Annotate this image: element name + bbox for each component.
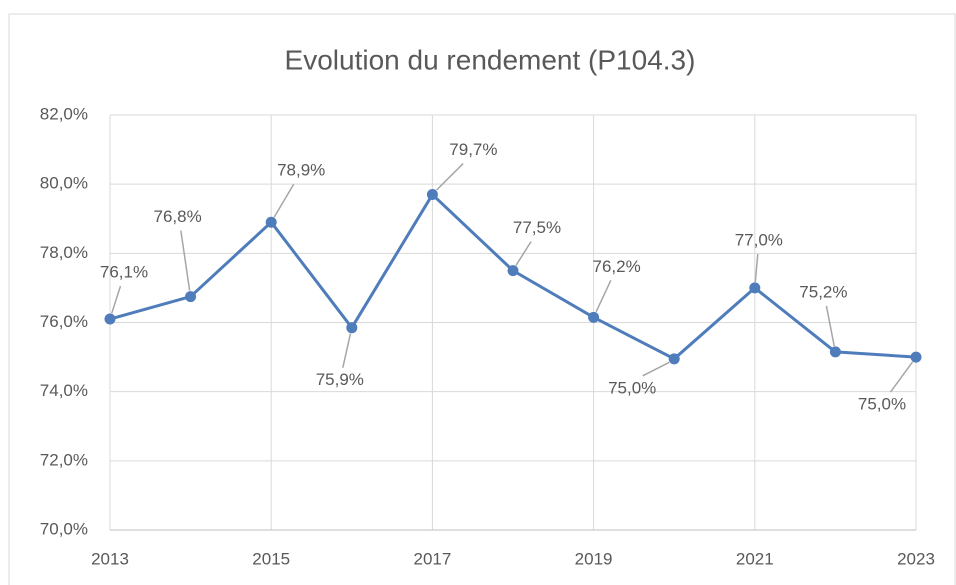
leader-line	[889, 361, 914, 393]
y-tick-label: 78,0%	[40, 243, 88, 262]
data-label: 77,0%	[735, 230, 783, 249]
data-label: 78,9%	[277, 161, 325, 180]
chart-title: Evolution du rendement (P104.3)	[285, 44, 696, 75]
x-tick-label: 2015	[252, 549, 290, 568]
data-point	[185, 291, 197, 303]
leader-line	[273, 183, 295, 218]
x-tick-label: 2013	[91, 549, 129, 568]
data-point	[910, 351, 922, 363]
data-label: 75,2%	[799, 282, 847, 301]
leader-line	[825, 305, 835, 347]
leader-line	[180, 230, 191, 291]
leader-line	[515, 241, 532, 266]
data-label: 75,0%	[608, 378, 656, 397]
leader-line	[595, 279, 612, 313]
data-label: 76,1%	[100, 263, 148, 282]
data-label: 75,9%	[316, 370, 364, 389]
y-tick-label: 80,0%	[40, 174, 88, 193]
leader-line	[435, 163, 464, 191]
data-point	[668, 353, 680, 365]
data-point	[265, 216, 277, 228]
data-label: 76,2%	[592, 257, 640, 276]
data-point	[426, 189, 438, 201]
data-label: 76,8%	[153, 207, 201, 226]
data-point	[829, 346, 841, 358]
data-point	[507, 265, 519, 277]
x-tick-label: 2021	[736, 549, 774, 568]
data-point	[588, 311, 600, 323]
x-tick-label: 2019	[575, 549, 613, 568]
x-tick-label: 2023	[897, 549, 935, 568]
leader-line	[754, 253, 759, 283]
chart-frame	[8, 13, 956, 585]
data-point	[749, 282, 761, 294]
data-label: 79,7%	[449, 140, 497, 159]
y-tick-label: 74,0%	[40, 381, 88, 400]
x-tick-label: 2017	[413, 549, 451, 568]
leader-line	[642, 361, 670, 377]
y-tick-label: 76,0%	[40, 312, 88, 331]
y-tick-label: 72,0%	[40, 450, 88, 469]
data-label: 77,5%	[513, 218, 561, 237]
data-point	[346, 322, 358, 334]
y-tick-label: 70,0%	[40, 519, 88, 538]
data-label: 75,0%	[858, 395, 906, 414]
data-point	[104, 313, 116, 325]
y-tick-label: 82,0%	[40, 104, 88, 123]
leader-line	[111, 285, 122, 314]
leader-line	[342, 333, 352, 368]
